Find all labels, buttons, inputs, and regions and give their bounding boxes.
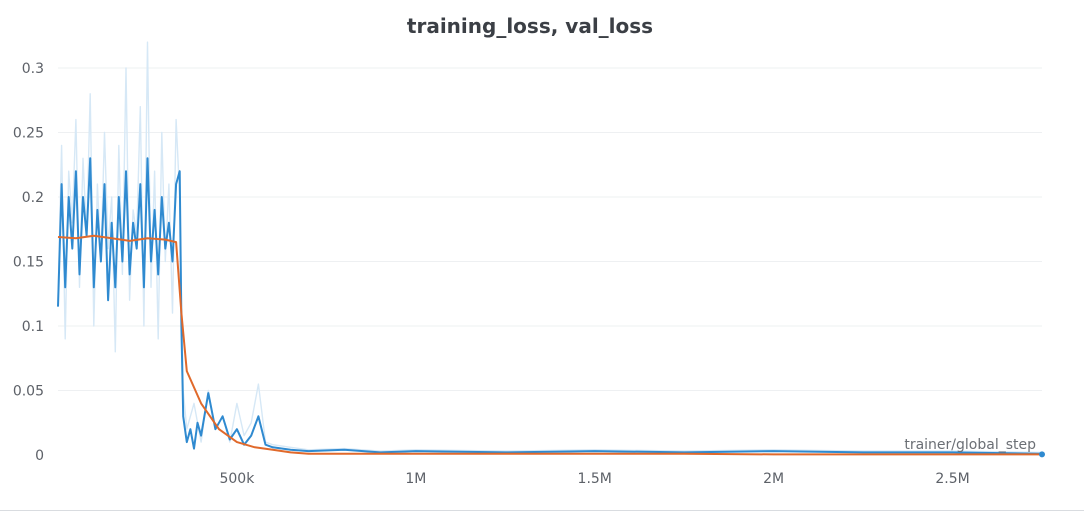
x-tick-label: 2.5M [935, 471, 969, 487]
series-lines [57, 41, 1045, 458]
x-tick-label: 1M [405, 471, 426, 487]
chart-title: training_loss, val_loss [407, 14, 653, 38]
series-line-training-loss [57, 157, 1043, 455]
y-tick-label: 0.1 [22, 319, 44, 335]
x-tick-label: 500k [219, 471, 255, 487]
x-tick-label: 2M [763, 471, 784, 487]
x-axis-ticks: 500k 1M 1.5M 2M 2.5M [219, 471, 969, 487]
series-line-training-loss-raw [57, 41, 1043, 454]
x-tick-label: 1.5M [578, 471, 612, 487]
y-tick-label: 0 [35, 448, 44, 464]
x-axis-label: trainer/global_step [904, 437, 1036, 453]
y-tick-label: 0.3 [22, 61, 44, 77]
y-tick-label: 0.05 [13, 384, 44, 400]
gridlines [58, 67, 1042, 391]
y-tick-label: 0.15 [13, 255, 44, 271]
y-tick-label: 0.2 [22, 190, 44, 206]
series-end-marker [1039, 451, 1045, 458]
y-tick-label: 0.25 [13, 126, 44, 142]
panel-bottom-border [0, 510, 1084, 511]
series-line-val-loss [57, 234, 1042, 456]
y-axis-ticks: 0 0.05 0.1 0.15 0.2 0.25 0.3 [13, 61, 44, 464]
